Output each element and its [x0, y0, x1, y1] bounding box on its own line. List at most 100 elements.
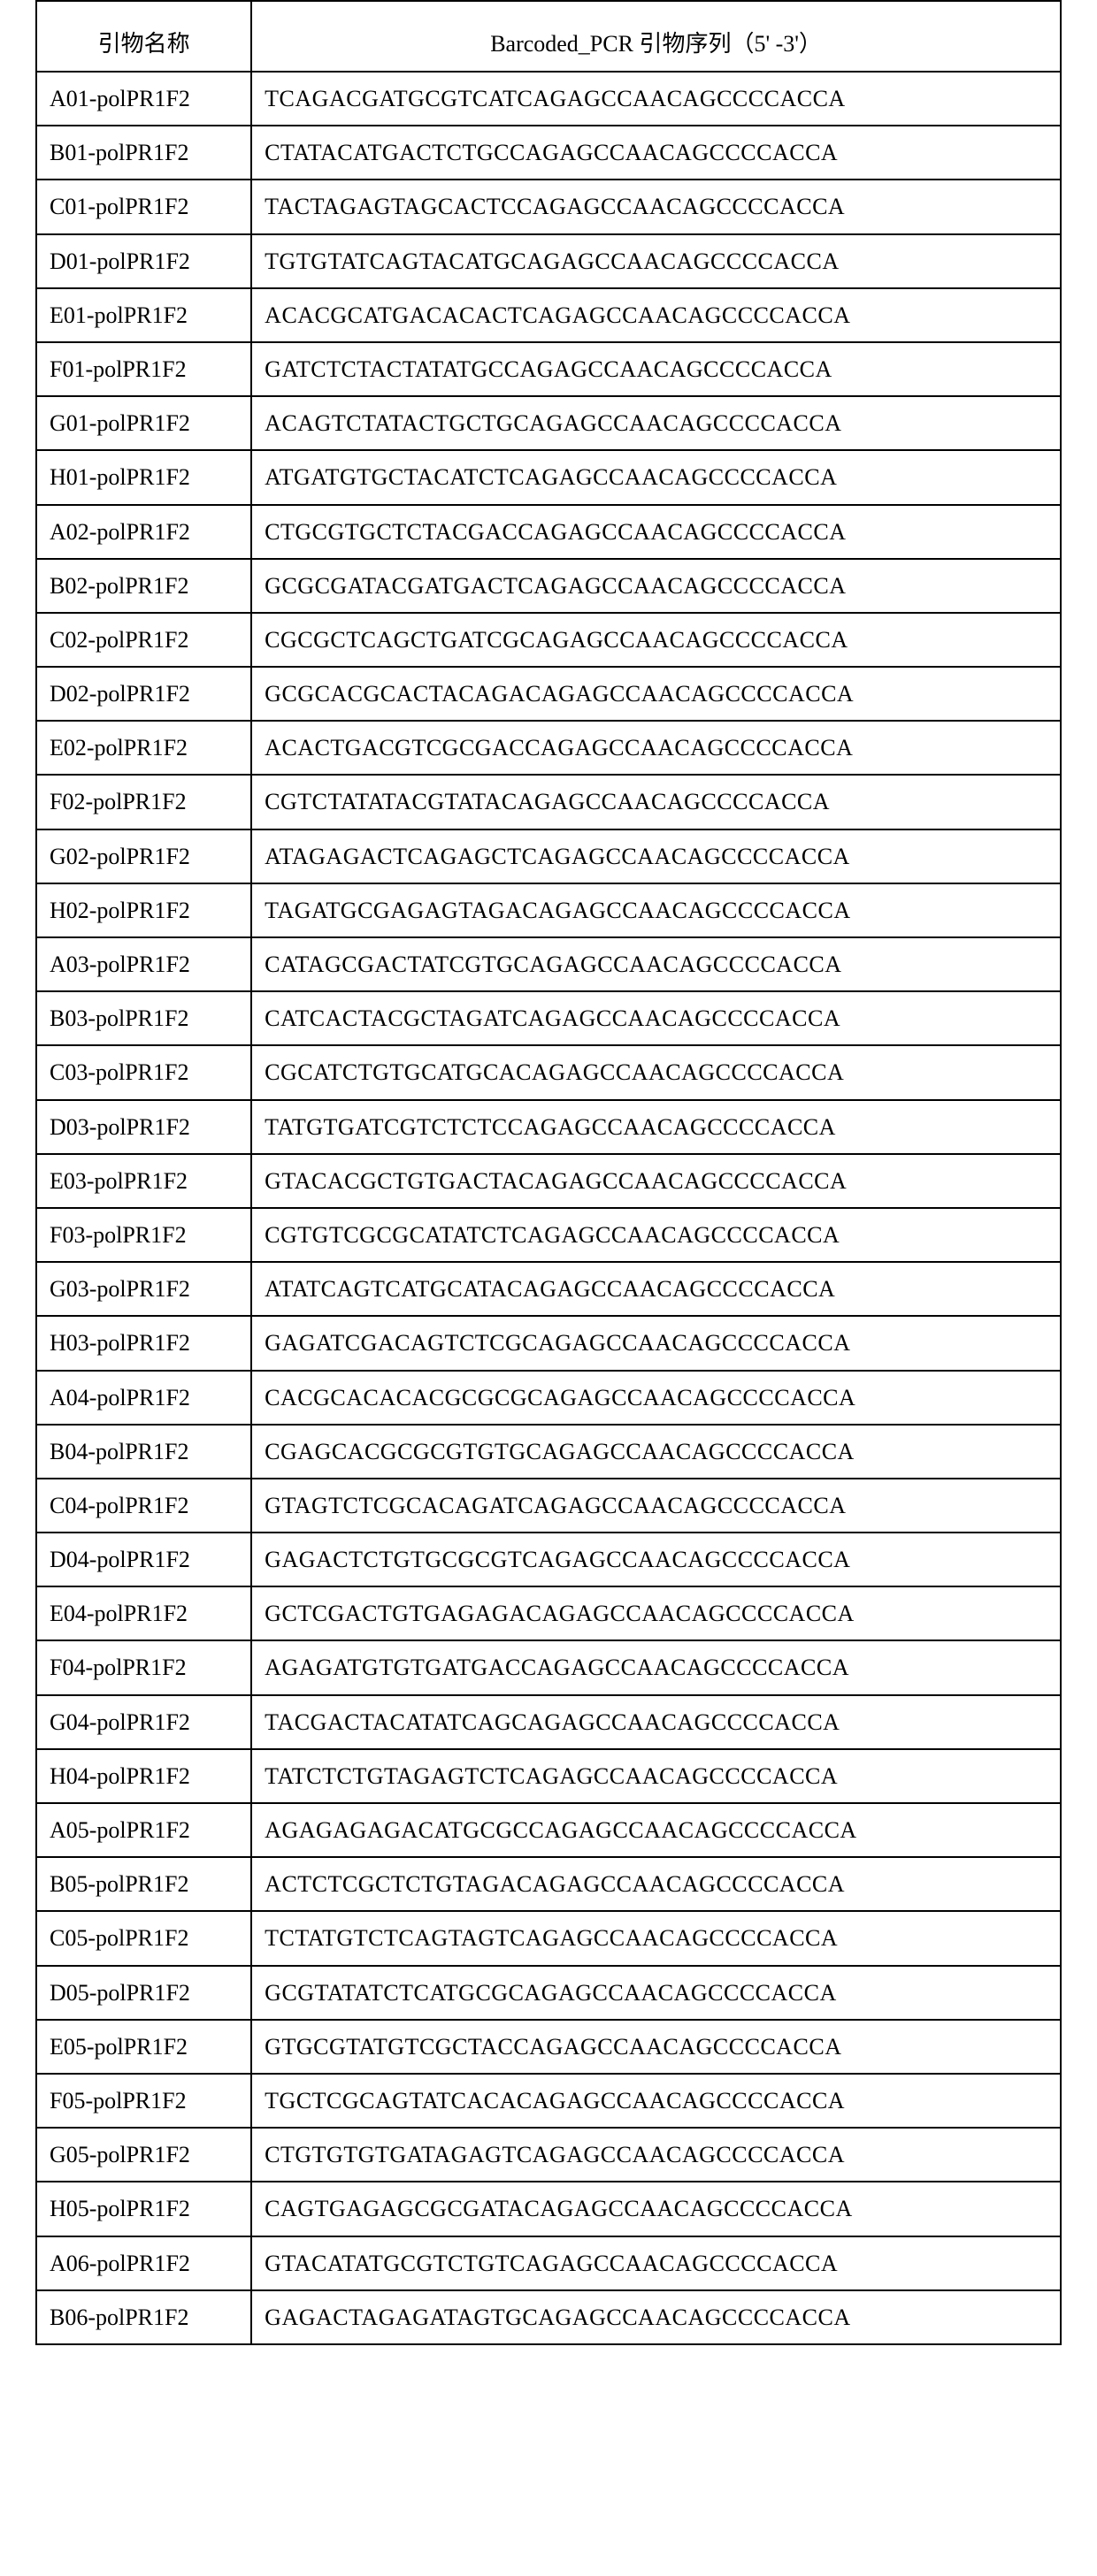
primer-name-cell: D04-polPR1F2 [36, 1533, 251, 1586]
primer-sequence-cell: TATGTGATCGTCTCTCCAGAGCCAACAGCCCCACCA [251, 1100, 1061, 1154]
table-row: A04-polPR1F2CACGCACACACGCGCGCAGAGCCAACAG… [36, 1371, 1061, 1425]
primer-sequence-cell: GCGCGATACGATGACTCAGAGCCAACAGCCCCACCA [251, 559, 1061, 613]
primer-sequence-cell: ACACTGACGTCGCGACCAGAGCCAACAGCCCCACCA [251, 721, 1061, 775]
table-row: F04-polPR1F2AGAGATGTGTGATGACCAGAGCCAACAG… [36, 1640, 1061, 1694]
table-row: F05-polPR1F2TGCTCGCAGTATCACACAGAGCCAACAG… [36, 2074, 1061, 2128]
primer-sequence-cell: AGAGATGTGTGATGACCAGAGCCAACAGCCCCACCA [251, 1640, 1061, 1694]
primer-name-cell: H05-polPR1F2 [36, 2182, 251, 2236]
primer-name-cell: B02-polPR1F2 [36, 559, 251, 613]
table-row: G04-polPR1F2TACGACTACATATCAGCAGAGCCAACAG… [36, 1695, 1061, 1749]
table-row: F01-polPR1F2GATCTCTACTATATGCCAGAGCCAACAG… [36, 342, 1061, 396]
primer-name-cell: E02-polPR1F2 [36, 721, 251, 775]
primer-sequence-cell: GTACATATGCGTCTGTCAGAGCCAACAGCCCCACCA [251, 2236, 1061, 2290]
primer-name-cell: E01-polPR1F2 [36, 288, 251, 342]
primer-name-cell: C04-polPR1F2 [36, 1479, 251, 1533]
table-row: C02-polPR1F2CGCGCTCAGCTGATCGCAGAGCCAACAG… [36, 613, 1061, 667]
primer-sequence-cell: ATGATGTGCTACATCTCAGAGCCAACAGCCCCACCA [251, 450, 1061, 504]
primer-sequence-cell: GAGATCGACAGTCTCGCAGAGCCAACAGCCCCACCA [251, 1316, 1061, 1370]
primer-name-cell: D01-polPR1F2 [36, 234, 251, 288]
primer-sequence-cell: GAGACTCTGTGCGCGTCAGAGCCAACAGCCCCACCA [251, 1533, 1061, 1586]
primer-sequence-cell: CGCGCTCAGCTGATCGCAGAGCCAACAGCCCCACCA [251, 613, 1061, 667]
primer-name-cell: B01-polPR1F2 [36, 126, 251, 180]
table-row: B04-polPR1F2CGAGCACGCGCGTGTGCAGAGCCAACAG… [36, 1425, 1061, 1479]
table-row: C03-polPR1F2CGCATCTGTGCATGCACAGAGCCAACAG… [36, 1045, 1061, 1099]
primer-sequence-cell: CACGCACACACGCGCGCAGAGCCAACAGCCCCACCA [251, 1371, 1061, 1425]
table-body: A01-polPR1F2TCAGACGATGCGTCATCAGAGCCAACAG… [36, 72, 1061, 2344]
table-row: D05-polPR1F2GCGTATATCTCATGCGCAGAGCCAACAG… [36, 1966, 1061, 2020]
primer-sequence-cell: CGAGCACGCGCGTGTGCAGAGCCAACAGCCCCACCA [251, 1425, 1061, 1479]
primer-sequence-cell: GCGTATATCTCATGCGCAGAGCCAACAGCCCCACCA [251, 1966, 1061, 2020]
primer-sequence-cell: TATCTCTGTAGAGTCTCAGAGCCAACAGCCCCACCA [251, 1749, 1061, 1803]
table-row: B03-polPR1F2CATCACTACGCTAGATCAGAGCCAACAG… [36, 991, 1061, 1045]
primer-sequence-cell: CGTGTCGCGCATATCTCAGAGCCAACAGCCCCACCA [251, 1208, 1061, 1262]
primer-sequence-cell: CTGCGTGCTCTACGACCAGAGCCAACAGCCCCACCA [251, 505, 1061, 559]
primer-name-cell: F02-polPR1F2 [36, 775, 251, 829]
table-row: E05-polPR1F2GTGCGTATGTCGCTACCAGAGCCAACAG… [36, 2020, 1061, 2074]
header-sequence: Barcoded_PCR 引物序列（5' -3'） [251, 1, 1061, 72]
primer-name-cell: C05-polPR1F2 [36, 1911, 251, 1965]
table-row: A05-polPR1F2AGAGAGAGACATGCGCCAGAGCCAACAG… [36, 1803, 1061, 1857]
primer-name-cell: F01-polPR1F2 [36, 342, 251, 396]
primer-name-cell: F05-polPR1F2 [36, 2074, 251, 2128]
primer-name-cell: D05-polPR1F2 [36, 1966, 251, 2020]
table-row: E04-polPR1F2GCTCGACTGTGAGAGACAGAGCCAACAG… [36, 1586, 1061, 1640]
primer-sequence-cell: ACAGTCTATACTGCTGCAGAGCCAACAGCCCCACCA [251, 396, 1061, 450]
primer-name-cell: F03-polPR1F2 [36, 1208, 251, 1262]
primer-sequence-cell: CATAGCGACTATCGTGCAGAGCCAACAGCCCCACCA [251, 937, 1061, 991]
primer-name-cell: F04-polPR1F2 [36, 1640, 251, 1694]
page: 引物名称 Barcoded_PCR 引物序列（5' -3'） A01-polPR… [0, 0, 1097, 2345]
primer-sequence-cell: TAGATGCGAGAGTAGACAGAGCCAACAGCCCCACCA [251, 883, 1061, 937]
table-row: H05-polPR1F2CAGTGAGAGCGCGATACAGAGCCAACAG… [36, 2182, 1061, 2236]
primer-name-cell: H03-polPR1F2 [36, 1316, 251, 1370]
primer-sequence-cell: ACTCTCGCTCTGTAGACAGAGCCAACAGCCCCACCA [251, 1857, 1061, 1911]
primer-sequence-cell: GTGCGTATGTCGCTACCAGAGCCAACAGCCCCACCA [251, 2020, 1061, 2074]
table-row: A03-polPR1F2CATAGCGACTATCGTGCAGAGCCAACAG… [36, 937, 1061, 991]
primer-table: 引物名称 Barcoded_PCR 引物序列（5' -3'） A01-polPR… [35, 0, 1062, 2345]
primer-sequence-cell: CATCACTACGCTAGATCAGAGCCAACAGCCCCACCA [251, 991, 1061, 1045]
primer-sequence-cell: TGTGTATCAGTACATGCAGAGCCAACAGCCCCACCA [251, 234, 1061, 288]
primer-name-cell: A01-polPR1F2 [36, 72, 251, 126]
table-row: B01-polPR1F2CTATACATGACTCTGCCAGAGCCAACAG… [36, 126, 1061, 180]
primer-name-cell: G01-polPR1F2 [36, 396, 251, 450]
primer-name-cell: A04-polPR1F2 [36, 1371, 251, 1425]
table-row: H01-polPR1F2ATGATGTGCTACATCTCAGAGCCAACAG… [36, 450, 1061, 504]
table-row: A06-polPR1F2GTACATATGCGTCTGTCAGAGCCAACAG… [36, 2236, 1061, 2290]
table-row: D03-polPR1F2TATGTGATCGTCTCTCCAGAGCCAACAG… [36, 1100, 1061, 1154]
primer-sequence-cell: TACTAGAGTAGCACTCCAGAGCCAACAGCCCCACCA [251, 180, 1061, 233]
primer-name-cell: A03-polPR1F2 [36, 937, 251, 991]
primer-sequence-cell: TACGACTACATATCAGCAGAGCCAACAGCCCCACCA [251, 1695, 1061, 1749]
table-row: A02-polPR1F2CTGCGTGCTCTACGACCAGAGCCAACAG… [36, 505, 1061, 559]
table-row: F02-polPR1F2CGTCTATATACGTATACAGAGCCAACAG… [36, 775, 1061, 829]
primer-name-cell: B06-polPR1F2 [36, 2290, 251, 2344]
table-header: 引物名称 Barcoded_PCR 引物序列（5' -3'） [36, 1, 1061, 72]
primer-name-cell: A06-polPR1F2 [36, 2236, 251, 2290]
primer-name-cell: B04-polPR1F2 [36, 1425, 251, 1479]
primer-name-cell: G04-polPR1F2 [36, 1695, 251, 1749]
table-row: D04-polPR1F2GAGACTCTGTGCGCGTCAGAGCCAACAG… [36, 1533, 1061, 1586]
primer-sequence-cell: TCAGACGATGCGTCATCAGAGCCAACAGCCCCACCA [251, 72, 1061, 126]
primer-sequence-cell: ATATCAGTCATGCATACAGAGCCAACAGCCCCACCA [251, 1262, 1061, 1316]
primer-sequence-cell: CGCATCTGTGCATGCACAGAGCCAACAGCCCCACCA [251, 1045, 1061, 1099]
primer-sequence-cell: CGTCTATATACGTATACAGAGCCAACAGCCCCACCA [251, 775, 1061, 829]
table-row: H04-polPR1F2TATCTCTGTAGAGTCTCAGAGCCAACAG… [36, 1749, 1061, 1803]
table-row: E01-polPR1F2ACACGCATGACACACTCAGAGCCAACAG… [36, 288, 1061, 342]
primer-sequence-cell: ACACGCATGACACACTCAGAGCCAACAGCCCCACCA [251, 288, 1061, 342]
primer-sequence-cell: GTAGTCTCGCACAGATCAGAGCCAACAGCCCCACCA [251, 1479, 1061, 1533]
primer-sequence-cell: TGCTCGCAGTATCACACAGAGCCAACAGCCCCACCA [251, 2074, 1061, 2128]
primer-sequence-cell: GATCTCTACTATATGCCAGAGCCAACAGCCCCACCA [251, 342, 1061, 396]
primer-name-cell: D02-polPR1F2 [36, 667, 251, 721]
table-row: C01-polPR1F2TACTAGAGTAGCACTCCAGAGCCAACAG… [36, 180, 1061, 233]
table-row: G02-polPR1F2ATAGAGACTCAGAGCTCAGAGCCAACAG… [36, 829, 1061, 883]
primer-name-cell: H04-polPR1F2 [36, 1749, 251, 1803]
primer-sequence-cell: AGAGAGAGACATGCGCCAGAGCCAACAGCCCCACCA [251, 1803, 1061, 1857]
primer-sequence-cell: CTATACATGACTCTGCCAGAGCCAACAGCCCCACCA [251, 126, 1061, 180]
header-name: 引物名称 [36, 1, 251, 72]
primer-sequence-cell: GCTCGACTGTGAGAGACAGAGCCAACAGCCCCACCA [251, 1586, 1061, 1640]
primer-name-cell: G02-polPR1F2 [36, 829, 251, 883]
primer-name-cell: C02-polPR1F2 [36, 613, 251, 667]
table-row: E02-polPR1F2ACACTGACGTCGCGACCAGAGCCAACAG… [36, 721, 1061, 775]
primer-name-cell: A02-polPR1F2 [36, 505, 251, 559]
primer-sequence-cell: CAGTGAGAGCGCGATACAGAGCCAACAGCCCCACCA [251, 2182, 1061, 2236]
table-row: E03-polPR1F2GTACACGCTGTGACTACAGAGCCAACAG… [36, 1154, 1061, 1208]
primer-name-cell: C01-polPR1F2 [36, 180, 251, 233]
